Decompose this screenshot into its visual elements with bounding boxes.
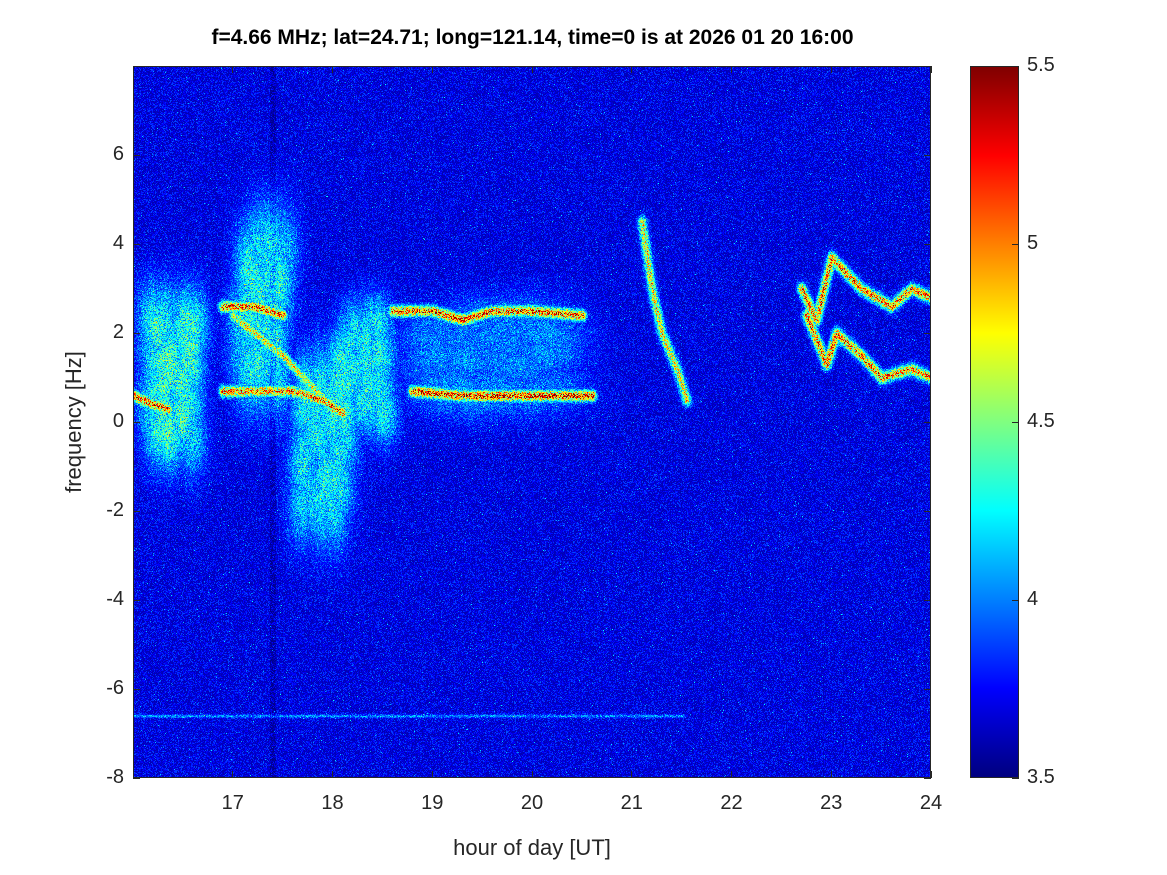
y-tick-mark: [133, 243, 140, 245]
colorbar-tick-mark: [1012, 65, 1019, 67]
x-tick-mark: [930, 771, 932, 778]
y-tick-mark: [924, 243, 931, 245]
y-tick-label: 0: [112, 410, 124, 432]
y-tick-mark: [924, 599, 931, 601]
y-tick-mark: [133, 688, 140, 690]
spectrogram-heatmap: [133, 66, 931, 778]
x-tick-mark: [431, 771, 433, 778]
y-tick-label: -4: [106, 588, 124, 610]
colorbar-tick-mark: [1012, 599, 1019, 601]
y-tick-label: 6: [112, 143, 124, 165]
colorbar-tick-mark: [1012, 777, 1019, 779]
y-tick-mark: [133, 777, 140, 779]
y-tick-mark: [924, 154, 931, 156]
x-tick-label: 18: [321, 792, 344, 814]
y-tick-mark: [133, 510, 140, 512]
colorbar-tick-label: 5: [1027, 232, 1039, 254]
x-tick-mark: [431, 66, 433, 73]
x-tick-mark: [332, 771, 333, 778]
x-tick-mark: [731, 771, 732, 778]
x-tick-mark: [631, 66, 633, 73]
y-tick-label: 2: [112, 321, 124, 343]
x-tick-label: 22: [720, 792, 743, 814]
x-tick-mark: [332, 66, 333, 73]
y-tick-mark: [133, 421, 140, 423]
y-tick-mark: [924, 332, 931, 334]
x-tick-mark: [232, 66, 234, 73]
colorbar-tick-mark: [1012, 421, 1019, 423]
colorbar-tick-label: 3.5: [1027, 766, 1055, 788]
colorbar-tick-label: 4: [1027, 588, 1039, 610]
x-tick-mark: [830, 66, 832, 73]
x-tick-label: 21: [620, 792, 643, 814]
x-tick-mark: [731, 66, 732, 73]
y-tick-label: -6: [106, 677, 124, 699]
x-tick-label: 24: [919, 792, 943, 814]
y-tick-mark: [924, 777, 931, 779]
y-tick-mark: [924, 421, 931, 423]
y-tick-label: -8: [106, 766, 124, 788]
y-tick-mark: [133, 154, 140, 156]
colorbar-tick-mark: [1012, 243, 1019, 245]
x-tick-mark: [830, 771, 832, 778]
x-tick-label: 20: [520, 792, 544, 814]
y-tick-label: -2: [106, 499, 124, 521]
colorbar-tick-label: 4.5: [1027, 410, 1055, 432]
y-tick-mark: [924, 688, 931, 690]
x-tick-mark: [531, 66, 533, 73]
chart-title: f=4.66 MHz; lat=24.71; long=121.14, time…: [211, 26, 854, 49]
x-tick-label: 17: [221, 792, 244, 814]
plot-area: [133, 66, 931, 778]
y-tick-mark: [133, 599, 140, 601]
colorbar-tick-label: 5.5: [1027, 54, 1055, 76]
x-tick-mark: [930, 66, 932, 73]
colorbar: [970, 66, 1019, 778]
x-axis-label: hour of day [UT]: [453, 835, 611, 860]
y-tick-mark: [133, 332, 140, 334]
x-tick-label: 19: [421, 792, 444, 814]
x-tick-label: 23: [820, 792, 843, 814]
y-tick-mark: [924, 510, 931, 512]
x-tick-mark: [232, 771, 234, 778]
y-tick-label: 4: [112, 232, 124, 254]
x-tick-mark: [531, 771, 533, 778]
x-tick-mark: [631, 771, 633, 778]
